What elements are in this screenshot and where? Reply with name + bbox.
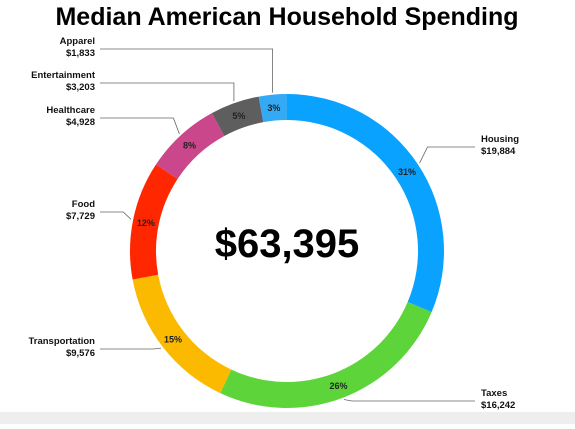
percent-label-food: 12%	[137, 218, 155, 228]
category-label-apparel: Apparel	[60, 36, 95, 47]
leader-line-housing	[419, 146, 475, 164]
value-label-entertainment: $3,203	[66, 82, 95, 93]
percent-label-entertainment: 5%	[232, 111, 245, 121]
leader-line-entertainment	[100, 82, 235, 102]
category-label-taxes: Taxes	[481, 388, 507, 399]
slice-transportation	[132, 274, 232, 394]
category-label-transportation: Transportation	[28, 336, 95, 347]
slices-layer	[129, 94, 444, 409]
slice-entertainment	[211, 96, 264, 136]
percent-labels-layer: 31% 26% 15% 12% 8% 5% 3%	[137, 103, 416, 391]
value-label-housing: $19,884	[481, 146, 516, 157]
category-label-food: Food	[72, 199, 95, 210]
leader-line-food	[100, 211, 132, 220]
leader-line-apparel	[100, 48, 273, 93]
value-label-food: $7,729	[66, 211, 95, 222]
percent-label-transportation: 15%	[164, 334, 182, 344]
slice-healthcare	[155, 113, 225, 179]
callouts-layer: Housing$19,884 Taxes$16,242 Transportation…	[28, 36, 519, 411]
value-label-healthcare: $4,928	[66, 117, 95, 128]
value-label-apparel: $1,833	[66, 48, 95, 59]
slice-housing	[287, 94, 444, 313]
slice-taxes	[220, 302, 432, 409]
center-total-label: $63,395	[215, 222, 360, 266]
leader-line-healthcare	[100, 117, 180, 135]
leader-line-taxes	[343, 399, 475, 402]
slice-food	[129, 164, 178, 280]
percent-label-apparel: 3%	[267, 103, 280, 113]
category-label-entertainment: Entertainment	[31, 70, 96, 81]
value-label-taxes: $16,242	[481, 400, 515, 411]
chart-title: Median American Household Spending	[55, 3, 518, 31]
percent-label-taxes: 26%	[330, 381, 348, 391]
category-label-housing: Housing	[481, 134, 519, 145]
percent-label-housing: 31%	[398, 167, 416, 177]
percent-label-healthcare: 8%	[183, 140, 196, 150]
value-label-transportation: $9,576	[66, 348, 95, 359]
slice-apparel	[258, 94, 287, 123]
category-label-healthcare: Healthcare	[46, 105, 95, 116]
bottom-strip	[0, 412, 575, 424]
leader-line-transportation	[100, 347, 162, 350]
